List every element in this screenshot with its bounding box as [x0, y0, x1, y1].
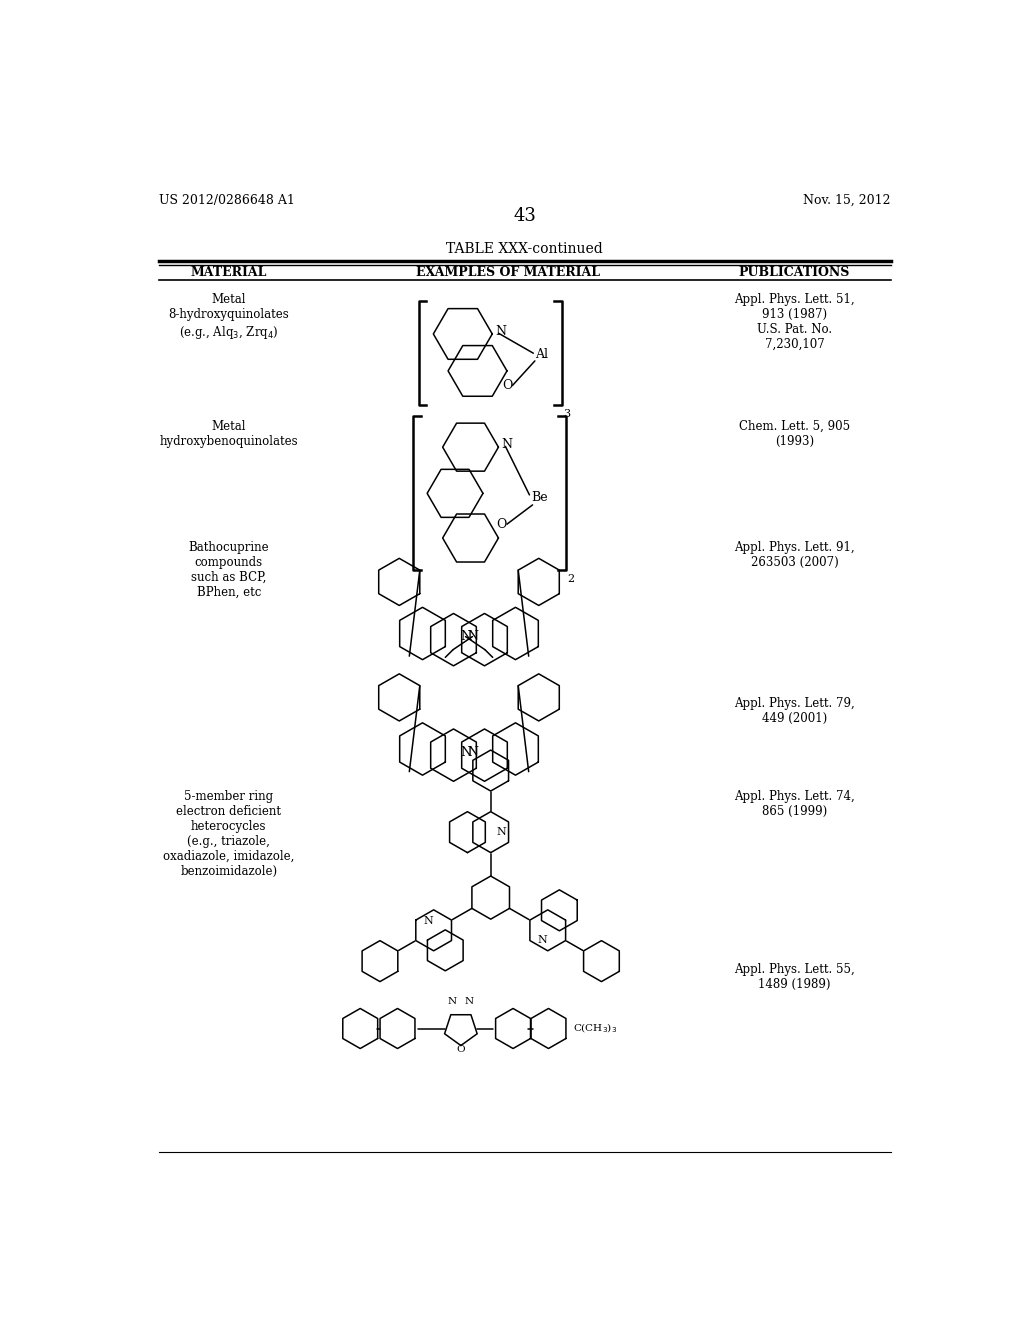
Text: Appl. Phys. Lett. 55,
1489 (1989): Appl. Phys. Lett. 55, 1489 (1989) [734, 964, 855, 991]
Text: N: N [460, 746, 471, 759]
Text: O: O [503, 379, 513, 392]
Text: N: N [502, 438, 513, 451]
Text: US 2012/0286648 A1: US 2012/0286648 A1 [159, 194, 295, 207]
Text: C(CH$_3$)$_3$: C(CH$_3$)$_3$ [572, 1022, 616, 1035]
Text: O: O [457, 1045, 465, 1053]
Text: Bathocuprine
compounds
such as BCP,
BPhen, etc: Bathocuprine compounds such as BCP, BPhe… [188, 541, 269, 599]
Text: MATERIAL: MATERIAL [190, 265, 267, 279]
Text: N: N [447, 997, 457, 1006]
Text: Be: Be [531, 491, 548, 504]
Text: Metal
8-hydroxyquinolates
(e.g., Alq$_3$, Zrq$_4$): Metal 8-hydroxyquinolates (e.g., Alq$_3$… [168, 293, 289, 341]
Text: Appl. Phys. Lett. 91,
263503 (2007): Appl. Phys. Lett. 91, 263503 (2007) [734, 541, 855, 569]
Text: Nov. 15, 2012: Nov. 15, 2012 [803, 194, 891, 207]
Text: Metal
hydroxybenoquinolates: Metal hydroxybenoquinolates [160, 420, 298, 449]
Text: PUBLICATIONS: PUBLICATIONS [738, 265, 850, 279]
Text: 3: 3 [563, 409, 570, 418]
Text: 2: 2 [567, 574, 574, 585]
Text: N: N [497, 828, 507, 837]
Text: Al: Al [535, 348, 548, 362]
Text: N: N [467, 746, 478, 759]
Text: N: N [423, 916, 433, 927]
Text: N: N [496, 325, 506, 338]
Text: Appl. Phys. Lett. 74,
865 (1999): Appl. Phys. Lett. 74, 865 (1999) [734, 789, 855, 818]
Text: Appl. Phys. Lett. 79,
449 (2001): Appl. Phys. Lett. 79, 449 (2001) [734, 697, 855, 726]
Text: N: N [460, 631, 471, 643]
Text: 43: 43 [513, 207, 537, 226]
Text: N: N [467, 631, 478, 643]
Text: Chem. Lett. 5, 905
(1993): Chem. Lett. 5, 905 (1993) [739, 420, 850, 449]
Text: EXAMPLES OF MATERIAL: EXAMPLES OF MATERIAL [416, 265, 600, 279]
Text: O: O [497, 517, 507, 531]
Text: Appl. Phys. Lett. 51,
913 (1987)
U.S. Pat. No.
7,230,107: Appl. Phys. Lett. 51, 913 (1987) U.S. Pa… [734, 293, 855, 351]
Text: N: N [538, 935, 547, 945]
Text: 5-member ring
electron deficient
heterocycles
(e.g., triazole,
oxadiazole, imida: 5-member ring electron deficient heteroc… [163, 789, 295, 878]
Text: N: N [465, 997, 474, 1006]
Text: TABLE XXX-continued: TABLE XXX-continued [446, 243, 603, 256]
